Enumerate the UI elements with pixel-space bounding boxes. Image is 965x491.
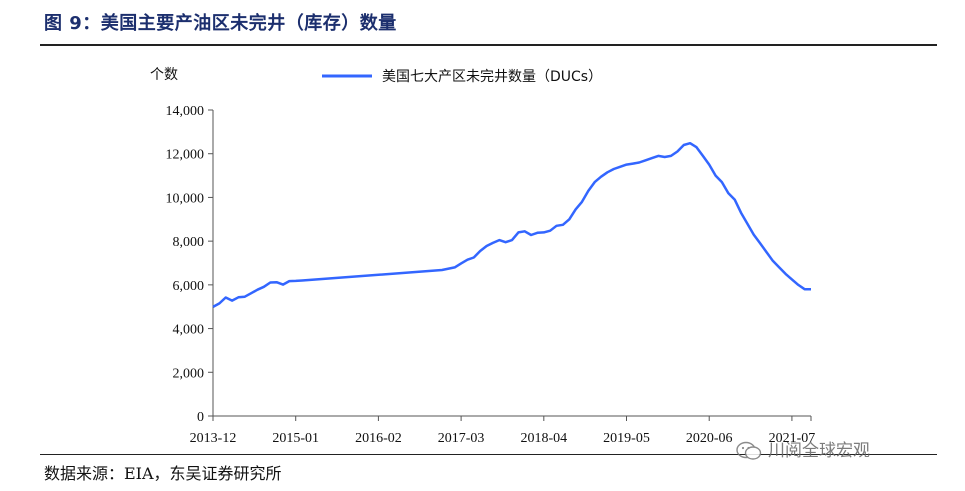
y-tick-label: 8,000 xyxy=(173,235,205,250)
x-tick-label: 2016-02 xyxy=(355,431,402,446)
y-tick-label: 10,000 xyxy=(166,191,205,206)
y-tick-label: 0 xyxy=(197,410,204,425)
wechat-icon xyxy=(736,441,762,460)
y-tick-label: 6,000 xyxy=(173,279,205,294)
data-source: 数据来源：EIA，东吴证券研究所 xyxy=(44,464,282,483)
watermark-text: 川阅全球宏观 xyxy=(768,441,870,461)
watermark: 川阅全球宏观 xyxy=(736,436,870,461)
y-tick-label: 2,000 xyxy=(173,366,205,381)
line-chart: 个数 美国七大产区未完井数量（DUCs） 0 2,000 4,000 6,000 8,0… xyxy=(150,67,816,446)
y-axis: 0 2,000 4,000 6,000 8,000 10,000 12,000 14,000 xyxy=(166,104,213,425)
x-tick-label: 2017-03 xyxy=(438,431,485,446)
x-axis: 2013-12 2015-01 2016-02 2017-03 2018-04 2019-… xyxy=(190,416,816,446)
bottom-rule xyxy=(40,454,937,455)
legend-label: 美国七大产区未完井数量（DUCs） xyxy=(382,69,602,85)
y-axis-unit: 个数 xyxy=(150,67,178,83)
y-tick-label: 12,000 xyxy=(166,148,205,163)
x-tick-label: 2015-01 xyxy=(272,431,319,446)
figure-title: 图 9：美国主要产油区未完井（库存）数量 xyxy=(44,13,397,34)
x-tick-label: 2018-04 xyxy=(520,431,567,446)
x-tick-label: 2019-05 xyxy=(603,431,650,446)
y-tick-label: 4,000 xyxy=(173,323,205,338)
x-tick-label: 2020-06 xyxy=(686,431,733,446)
y-tick-label: 14,000 xyxy=(166,104,205,119)
x-tick-label: 2013-12 xyxy=(190,431,237,446)
x-tick-label: 2021-07 xyxy=(769,431,816,446)
top-rule xyxy=(40,44,937,46)
legend: 美国七大产区未完井数量（DUCs） xyxy=(322,69,602,85)
series-line-ducs xyxy=(212,141,811,308)
